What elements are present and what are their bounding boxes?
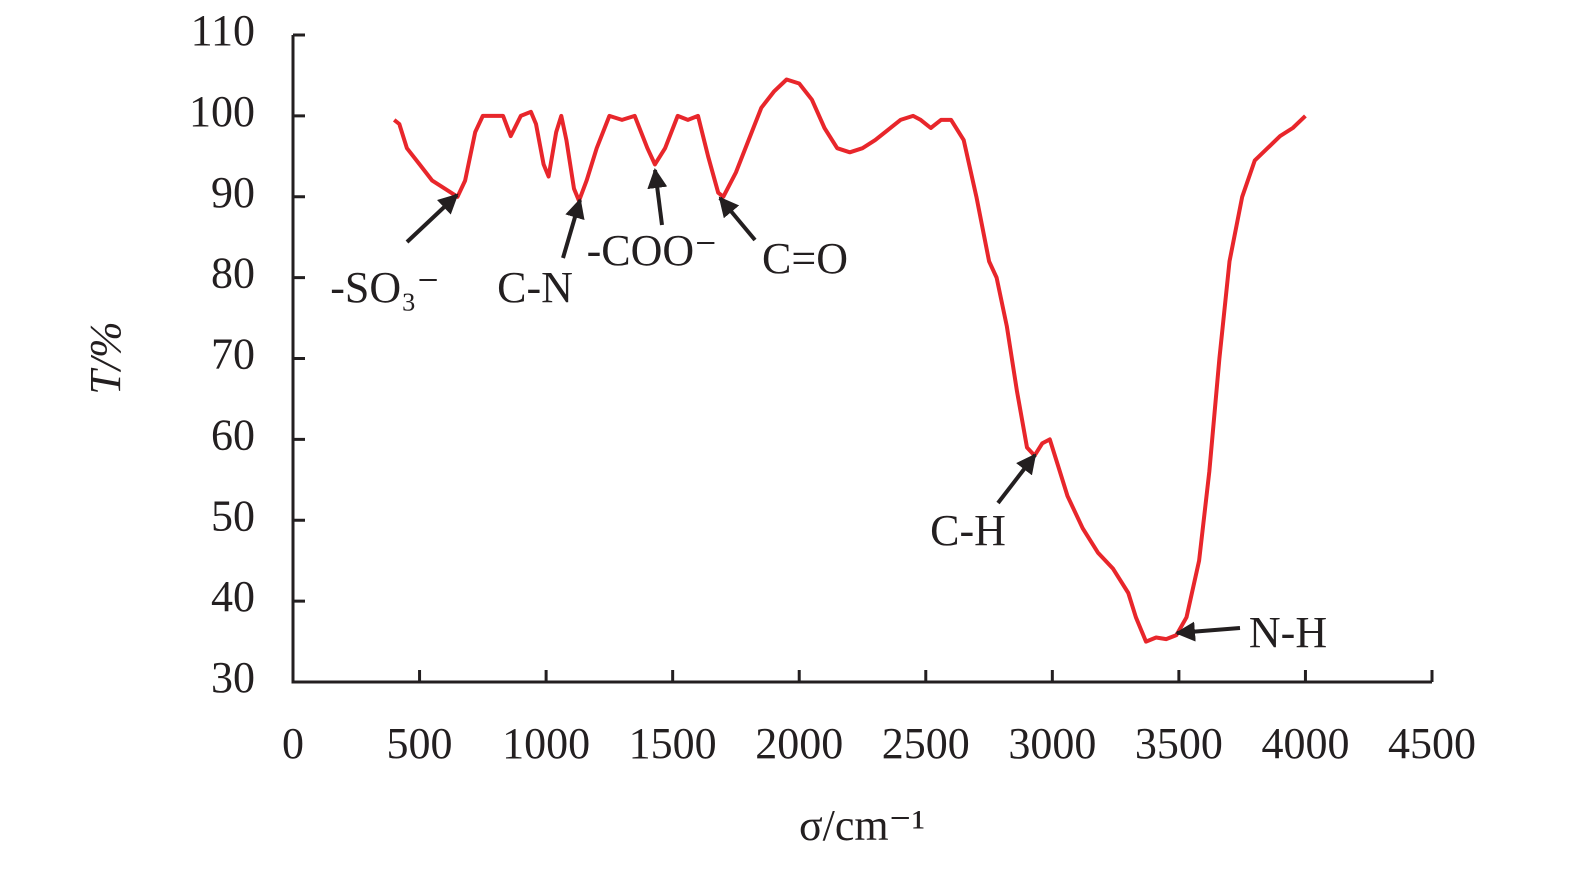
x-tick-label: 2500: [882, 719, 970, 768]
x-tick-label: 1000: [502, 719, 590, 768]
annotation-label: C=O: [762, 234, 848, 283]
x-tick-label: 0: [282, 719, 304, 768]
annotation-arrow: [405, 193, 459, 244]
annotation-label: N-H: [1249, 608, 1327, 657]
y-tick-label: 80: [211, 249, 255, 298]
y-tick-label: 40: [211, 572, 255, 621]
x-tick-label: 2000: [755, 719, 843, 768]
x-tick-label: 4000: [1261, 719, 1349, 768]
x-tick-label: 1500: [629, 719, 717, 768]
y-tick-label: 70: [211, 330, 255, 379]
y-tick-label: 110: [191, 6, 255, 55]
y-tick-label: 90: [211, 168, 255, 217]
y-tick-label: 50: [211, 491, 255, 540]
x-tick-label: 500: [387, 719, 453, 768]
x-tick-label: 4500: [1388, 719, 1476, 768]
annotation-arrow: [647, 168, 668, 226]
y-tick-label: 100: [189, 87, 255, 136]
y-tick-label: 30: [211, 653, 255, 702]
annotation-arrow: [996, 453, 1037, 505]
data-line: [392, 77, 1307, 644]
annotation-arrow: [561, 198, 585, 259]
y-tick-label: 60: [211, 410, 255, 459]
annotation-arrow: [1175, 621, 1241, 642]
annotation-label: -COO⁻: [587, 226, 718, 275]
x-tick-label: 3500: [1135, 719, 1223, 768]
x-tick-label: 3000: [1008, 719, 1096, 768]
annotation-label: C-N: [497, 263, 573, 312]
annotation-label: -SO₃⁻: [330, 263, 439, 312]
annotation-label: C-H: [930, 506, 1006, 555]
annotation-arrow: [718, 196, 757, 242]
y-axis-label: T/%: [81, 321, 130, 394]
x-axis-label: σ/cm⁻¹: [799, 801, 925, 850]
